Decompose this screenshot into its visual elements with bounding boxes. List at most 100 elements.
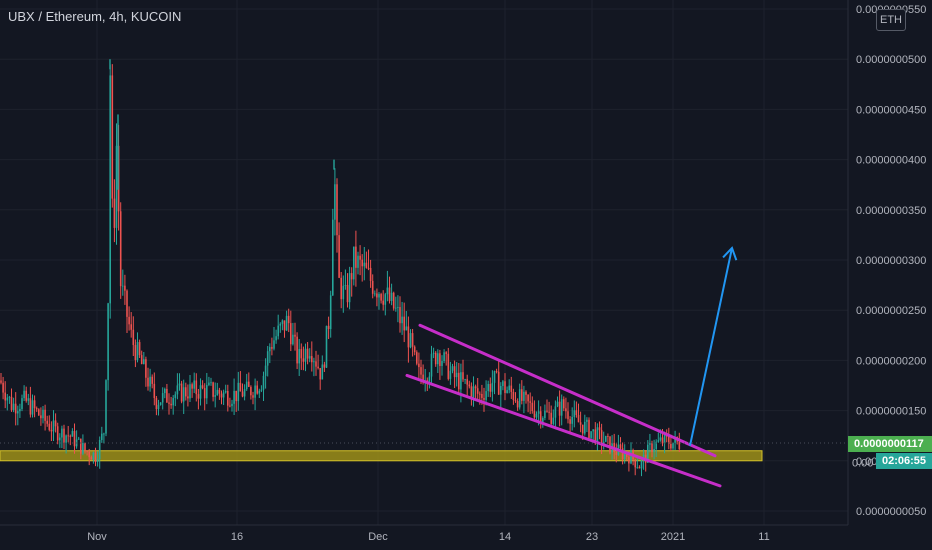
candle-body [73,431,76,447]
candle-body [661,437,664,444]
candle-body [290,323,292,345]
candle-body [201,385,204,389]
candle-body [653,448,655,452]
candle-body [197,394,200,399]
candle-body [63,428,65,443]
candle-body [636,467,639,468]
candle-body [296,336,298,364]
candle-body [581,424,584,434]
candle-body [0,380,2,383]
candle-body [220,393,223,398]
candle-body [411,333,414,347]
candle-body [319,368,321,380]
candle-body [199,385,202,399]
wedge-line-upper[interactable] [418,323,717,458]
candle-body [363,262,366,267]
candle-body [304,348,307,362]
candle-body [143,359,145,365]
support-zone[interactable] [0,450,763,462]
candle-body [103,433,105,435]
candle-body [514,400,517,402]
candle-body [355,246,357,268]
candle-body [96,459,99,462]
candle-body [14,403,17,414]
price-tick-label: 0.0000000400 [856,155,926,167]
candle-body [371,280,374,294]
candle-body [334,184,336,220]
candle-body [237,382,240,402]
candle-body [29,398,32,415]
candle-body [38,409,40,416]
candle-body [262,375,265,390]
candle-body [252,395,254,398]
candle-body [174,394,177,399]
candle-body [256,385,258,394]
trend-drawings[interactable] [405,246,738,488]
candle-body [460,372,462,390]
candle-body [386,287,389,295]
chart-title: UBX / Ethereum, 4h, KUCOIN [8,9,182,24]
candle-body [634,459,636,468]
wedge-line-lower[interactable] [405,373,722,488]
support-zone-rect[interactable] [0,450,763,462]
candle-body [556,401,559,407]
candle-body [122,285,124,287]
candle-body [531,402,534,411]
grid-lines [0,0,848,525]
price-tick-label: 0.0000000150 [856,406,926,418]
candle-body [191,384,193,389]
candle-body [94,452,97,462]
candle-body [489,384,492,392]
candle-body [430,353,433,377]
candle-body [422,374,424,383]
candle-body [445,352,447,354]
candle-body [626,453,628,457]
candle-body [266,351,269,366]
candle-body [313,361,315,363]
candle-body [277,325,279,337]
arrow-head[interactable] [722,246,738,261]
candle-body [105,380,107,434]
candle-body [69,435,72,437]
candle-body [208,382,210,386]
candle-body [52,420,55,432]
candle-body [33,400,36,409]
price-tick-label: 0.0000000500 [856,54,926,66]
candle-body [287,315,290,324]
candle-body [136,342,139,361]
price-tick-label-partial: 0.00 [852,458,873,470]
candle-body [357,255,359,268]
candle-body [67,435,69,437]
candle-body [657,440,660,442]
candle-body [405,326,408,331]
candle-body [77,438,80,440]
candle-body [134,345,137,361]
candle-body [61,428,63,438]
candle-body [180,383,183,402]
candle-body [535,413,538,418]
candle-body [602,441,605,444]
candle-body [470,386,473,398]
currency-button[interactable]: ETH [876,9,906,31]
candle-body [273,340,275,349]
time-tick-label: Dec [368,531,388,543]
candle-body [395,307,397,309]
candle-body [529,401,531,403]
candle-body [178,383,181,386]
candle-body [6,397,9,401]
candle-body [451,366,454,371]
last-price-badge: 0.0000000117 [848,435,932,452]
candle-body [437,353,439,365]
candle-body [80,438,82,454]
candle-body [537,411,540,414]
candle-body [525,391,527,395]
candle-body [369,267,372,281]
candle-body [598,427,601,431]
arrow-shaft[interactable] [689,247,733,446]
candle-body [418,363,420,368]
candle-body [481,393,483,398]
candle-body [294,334,296,337]
candle-body [46,420,48,424]
